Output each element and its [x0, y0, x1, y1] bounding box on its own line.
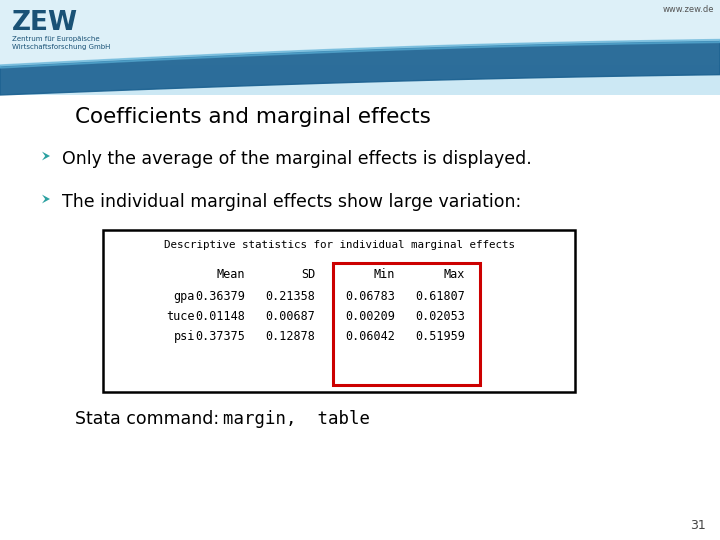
- Text: Descriptive statistics for individual marginal effects: Descriptive statistics for individual ma…: [163, 240, 515, 250]
- Text: Coefficients and marginal effects: Coefficients and marginal effects: [75, 107, 431, 127]
- Bar: [0, 0, 720, 65]
- Text: 0.02053: 0.02053: [415, 310, 465, 323]
- Text: The individual marginal effects show large variation:: The individual marginal effects show lar…: [62, 193, 521, 211]
- Text: Min: Min: [374, 268, 395, 281]
- Polygon shape: [42, 194, 50, 204]
- Text: Stata command:: Stata command:: [75, 410, 225, 428]
- Text: 0.06042: 0.06042: [345, 330, 395, 343]
- Text: 0.00687: 0.00687: [265, 310, 315, 323]
- Text: 0.21358: 0.21358: [265, 290, 315, 303]
- Bar: [0, 95, 720, 540]
- Text: ZEW: ZEW: [12, 10, 78, 36]
- Bar: [103, 230, 575, 392]
- Polygon shape: [42, 152, 50, 160]
- Text: Mean: Mean: [217, 268, 245, 281]
- Text: 31: 31: [690, 519, 706, 532]
- Text: 0.12878: 0.12878: [265, 330, 315, 343]
- Text: psi: psi: [174, 330, 195, 343]
- Text: tuce: tuce: [166, 310, 195, 323]
- Text: Zentrum für Europäische
Wirtschaftsforschung GmbH: Zentrum für Europäische Wirtschaftsforsc…: [12, 36, 110, 50]
- Bar: [0, 0, 720, 95]
- Text: 0.01148: 0.01148: [195, 310, 245, 323]
- Text: margin,  table: margin, table: [223, 410, 370, 428]
- Text: 0.06783: 0.06783: [345, 290, 395, 303]
- Text: gpa: gpa: [174, 290, 195, 303]
- Text: 0.00209: 0.00209: [345, 310, 395, 323]
- Text: Max: Max: [444, 268, 465, 281]
- Text: Only the average of the marginal effects is displayed.: Only the average of the marginal effects…: [62, 150, 532, 168]
- Text: 0.61807: 0.61807: [415, 290, 465, 303]
- Text: 0.37375: 0.37375: [195, 330, 245, 343]
- Bar: [333, 263, 480, 385]
- Text: www.zew.de: www.zew.de: [662, 5, 714, 14]
- Text: SD: SD: [301, 268, 315, 281]
- Text: 0.51959: 0.51959: [415, 330, 465, 343]
- Text: 0.36379: 0.36379: [195, 290, 245, 303]
